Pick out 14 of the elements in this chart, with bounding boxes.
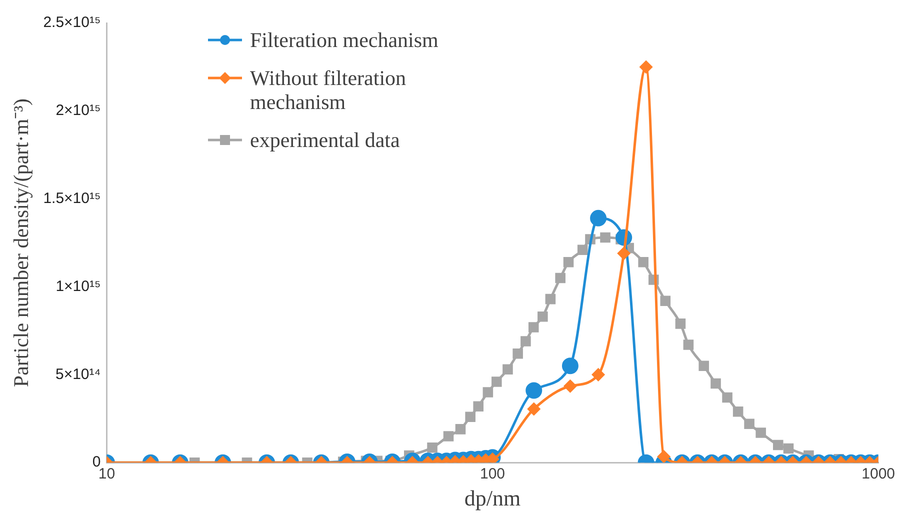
y-tick-label: 2.5×10¹⁵ bbox=[43, 14, 101, 32]
x-tick-label: 1000 bbox=[862, 466, 896, 483]
y-axis-title: Particle number density/(part·m⁻³) bbox=[9, 98, 34, 388]
y-tick-label: 5×10¹⁴ bbox=[55, 366, 101, 383]
x-axis-title: dp/nm bbox=[464, 486, 521, 511]
y-tick-label: 0 bbox=[92, 454, 101, 471]
x-tick-label: 10 bbox=[98, 466, 116, 483]
y-tick-label: 2×10¹⁵ bbox=[56, 102, 101, 120]
x-tick-label: 100 bbox=[480, 466, 506, 483]
legend-label: Without filteration mechanism bbox=[250, 66, 408, 114]
y-tick-label: 1.5×10¹⁵ bbox=[43, 190, 101, 207]
legend-label: experimental data bbox=[250, 128, 400, 152]
legend-label: Filteration mechanism bbox=[250, 28, 438, 52]
y-tick-label: 1×10¹⁵ bbox=[56, 278, 101, 295]
